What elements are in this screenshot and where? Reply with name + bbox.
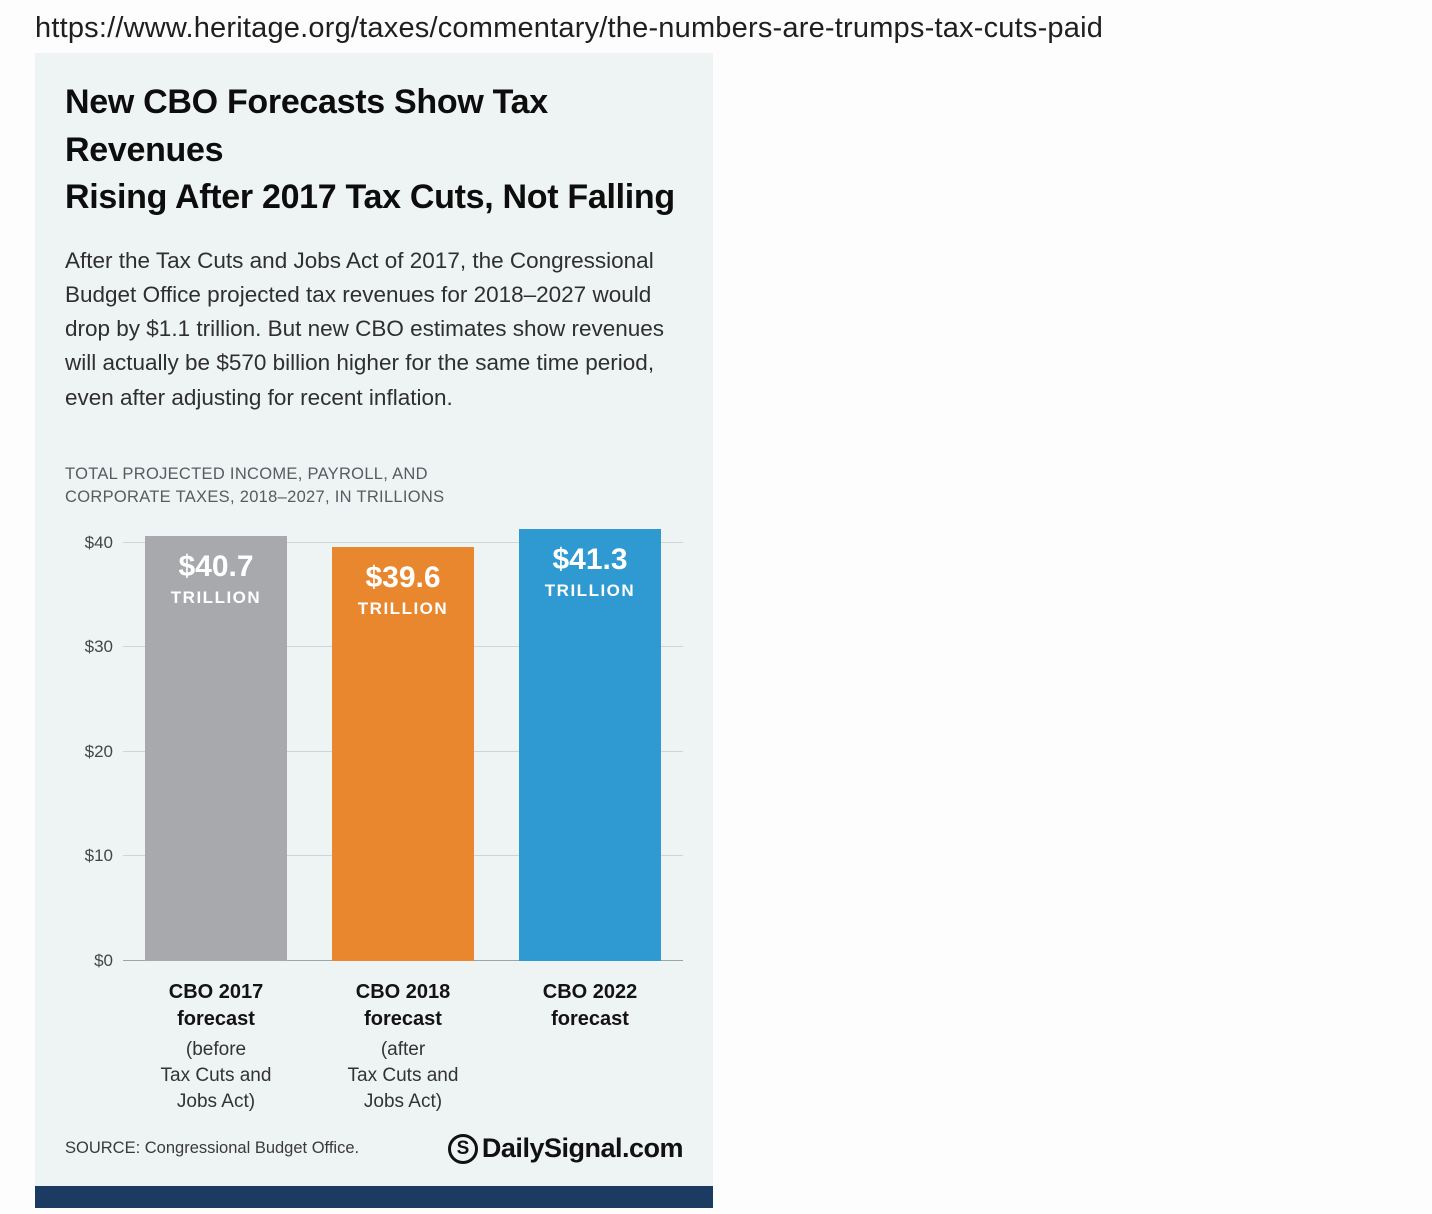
infographic-subtitle: After the Tax Cuts and Jobs Act of 2017,… [65,247,665,410]
category-cbo-2022: CBO 2022 forecast [519,979,661,1116]
x-axis-labels: CBO 2017 forecast (before Tax Cuts and J… [123,979,683,1116]
bar-value-label: $40.7 TRILLION [145,550,287,608]
bars-group: $40.7 TRILLION $39.6 TRILLION $41.3 TRIL… [123,529,683,961]
footer-accent-bar [35,1186,713,1208]
daily-signal-logo-text: DailySignal.com [481,1133,684,1163]
category-cbo-2017: CBO 2017 forecast (before Tax Cuts and J… [145,979,287,1116]
page-url: https://www.heritage.org/taxes/commentar… [35,12,1104,44]
y-tick-label: $30 [84,637,113,657]
bar-value: $40.7 [178,549,254,583]
category-label: CBO 2022 forecast [542,980,638,1030]
y-tick-label: $20 [84,741,113,761]
infographic-card: New CBO Forecasts Show Tax Revenues Risi… [35,53,713,1208]
y-tick-label: $10 [84,846,113,866]
infographic-title: New CBO Forecasts Show Tax Revenues Risi… [65,83,675,217]
category-note: (before Tax Cuts and Jobs Act) [160,1038,272,1113]
category-label: CBO 2017 forecast [168,980,264,1030]
bar-value-label: $41.3 TRILLION [519,543,661,601]
bar-cbo-2017: $40.7 TRILLION [145,535,287,961]
category-cbo-2018: CBO 2018 forecast (after Tax Cuts and Jo… [332,979,474,1116]
bar-value: $39.6 [365,561,441,595]
chart-title: TOTAL PROJECTED INCOME, PAYROLL, AND COR… [65,464,445,506]
bar-cbo-2022: $41.3 TRILLION [519,529,661,961]
source-credit: SOURCE: Congressional Budget Office. [65,1139,360,1157]
bar-unit: TRILLION [357,599,449,619]
bar-unit: TRILLION [170,587,262,607]
category-label: CBO 2018 forecast [355,980,451,1030]
y-tick-label: $40 [84,532,113,552]
daily-signal-logo: S DailySignal.com [447,1133,684,1164]
bar-unit: TRILLION [544,581,636,601]
daily-signal-logo-icon: S [447,1133,478,1164]
bar-value: $41.3 [552,543,628,577]
bar-value-label: $39.6 TRILLION [332,561,474,619]
gridline-40: $40 [85,533,683,552]
y-tick-label: $0 [94,950,113,970]
bar-cbo-2018: $39.6 TRILLION [332,547,474,961]
bar-chart: $40 $30 $20 $10 $0 $40.7 TRILLION $39.6 [85,529,683,970]
chart-footer: SOURCE: Congressional Budget Office. S D… [65,1133,684,1164]
category-note: (after Tax Cuts and Jobs Act) [347,1038,459,1113]
